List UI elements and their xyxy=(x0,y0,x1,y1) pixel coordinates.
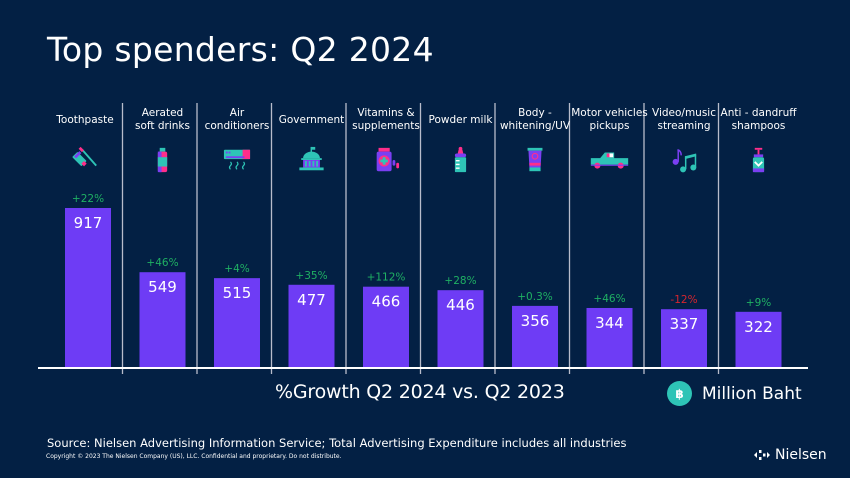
category-label: Anti - dandruff shampoos xyxy=(721,107,798,132)
bar-value-label: 356 xyxy=(521,312,550,330)
category-label: Toothpaste xyxy=(55,114,113,126)
bar xyxy=(512,305,558,368)
category-label: Air conditioners xyxy=(205,107,270,132)
bar-value-label: 549 xyxy=(148,278,177,296)
pickup-truck-icon xyxy=(590,152,629,169)
bar xyxy=(288,284,335,368)
bar xyxy=(735,311,782,368)
bar-value-label: 337 xyxy=(670,315,699,333)
air-conditioner-icon xyxy=(223,149,251,170)
nielsen-logo-text: Nielsen xyxy=(775,447,827,463)
bar-value-label: 322 xyxy=(744,318,773,336)
music-notes-icon xyxy=(671,148,698,174)
unit-legend: ฿ Million Baht xyxy=(667,381,802,406)
toothpaste-icon xyxy=(71,146,98,168)
page-title: Top spenders: Q2 2024 xyxy=(47,30,434,69)
growth-label: +9% xyxy=(746,297,771,309)
bar xyxy=(65,208,111,368)
sunscreen-tube-icon xyxy=(526,147,544,172)
category-label: Powder milk xyxy=(429,114,494,126)
shampoo-pump-icon xyxy=(751,146,766,174)
baht-icon: ฿ xyxy=(667,381,692,406)
source-note: Source: Nielsen Advertising Information … xyxy=(47,436,627,450)
nielsen-logo: Nielsen xyxy=(754,447,827,463)
category-label: Video/music streaming xyxy=(652,107,716,132)
growth-label: +35% xyxy=(295,270,327,282)
bar-value-label: 477 xyxy=(297,291,326,309)
growth-label: +112% xyxy=(367,272,406,284)
category-label: Vitamins & supplements xyxy=(352,107,420,132)
bar xyxy=(437,290,484,368)
copyright-note: Copyright © 2023 The Nielsen Company (US… xyxy=(46,453,342,460)
unit-label: Million Baht xyxy=(702,383,802,404)
growth-label: +28% xyxy=(444,275,476,287)
bar xyxy=(586,307,633,368)
growth-label: +46% xyxy=(593,293,625,305)
bar xyxy=(661,309,707,368)
category-label: Government xyxy=(279,114,344,126)
soft-drink-bottle-icon xyxy=(157,147,168,173)
growth-label: -12% xyxy=(670,294,697,306)
growth-label: +0.3% xyxy=(517,291,552,303)
growth-label: +46% xyxy=(146,257,178,269)
bar xyxy=(139,272,186,368)
vitamin-bottle-icon xyxy=(376,147,400,172)
nielsen-logo-icon xyxy=(754,450,770,460)
bar-value-label: 917 xyxy=(74,214,103,232)
category-label: Aerated soft drinks xyxy=(135,107,190,132)
category-label: Motor vehicles pickups xyxy=(571,107,648,132)
bar xyxy=(363,286,409,368)
growth-caption: %Growth Q2 2024 vs. Q2 2023 xyxy=(275,381,565,403)
growth-label: +22% xyxy=(72,193,104,205)
bar xyxy=(214,278,260,368)
growth-label: +4% xyxy=(224,263,249,275)
category-label: Body -whitening/UV xyxy=(500,107,571,132)
baby-bottle-icon xyxy=(454,146,467,173)
bar-value-label: 515 xyxy=(223,284,252,302)
bar-value-label: 466 xyxy=(372,293,401,311)
bar-value-label: 344 xyxy=(595,314,624,332)
bar-value-label: 446 xyxy=(446,296,475,314)
government-building-icon xyxy=(299,146,324,171)
